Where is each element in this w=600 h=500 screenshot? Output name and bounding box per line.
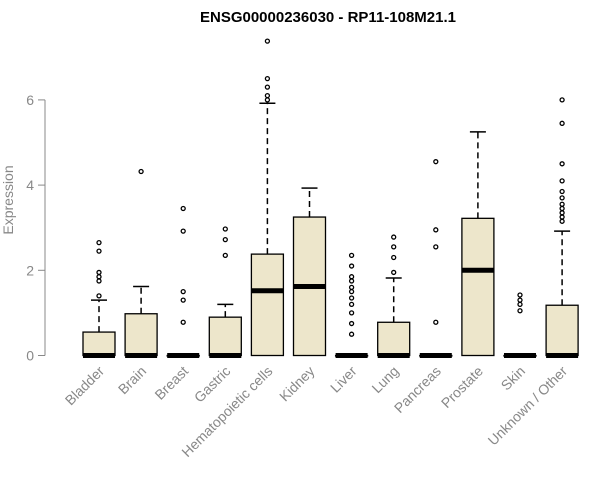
x-category-label: Bladder: [62, 363, 108, 409]
box-group: [208, 226, 242, 358]
outlier-point: [222, 226, 228, 232]
outlier-point: [348, 331, 355, 337]
outlier-point: [559, 97, 565, 103]
box-group: [124, 168, 158, 358]
outlier-point: [559, 205, 565, 212]
outlier-point: [559, 161, 565, 167]
outlier-point: [348, 252, 355, 259]
y-axis-label: Expression: [0, 165, 16, 234]
box-rect: [545, 304, 579, 357]
outlier-point: [264, 97, 271, 103]
box-group: [545, 97, 579, 358]
outlier-point: [264, 84, 271, 90]
outlier-point: [433, 227, 439, 233]
outlier-point: [96, 248, 102, 254]
outlier-point: [180, 205, 186, 212]
outlier-point: [391, 234, 397, 240]
x-category-label: Brain: [115, 363, 149, 397]
box-group: [292, 187, 327, 357]
outlier-point: [391, 244, 397, 250]
outlier-point: [348, 320, 355, 327]
outlier-point: [391, 269, 397, 276]
x-category-label: Prostate: [438, 363, 486, 411]
outlier-point: [348, 278, 355, 284]
outlier-point: [264, 92, 271, 99]
outlier-point: [517, 301, 523, 308]
outlier-point: [222, 252, 228, 259]
outlier-point: [180, 297, 186, 303]
box-group: [82, 239, 116, 358]
outlier-point: [517, 292, 523, 298]
outlier-point: [348, 288, 355, 295]
outlier-point: [559, 201, 565, 207]
x-category-label: Liver: [327, 363, 360, 396]
outlier-point: [96, 278, 102, 284]
outlier-point: [138, 168, 144, 175]
outlier-point: [433, 159, 439, 165]
box-rect: [250, 253, 285, 357]
y-tick-label: 2: [26, 262, 34, 278]
outlier-point: [222, 236, 228, 243]
outlier-point: [348, 274, 355, 280]
y-tick-label: 0: [26, 348, 34, 364]
x-category-label: Kidney: [276, 363, 318, 405]
x-category-label: Pancreas: [391, 363, 444, 416]
outlier-point: [433, 319, 439, 325]
outlier-point: [559, 188, 565, 195]
outlier-point: [96, 274, 102, 280]
box-rect: [461, 217, 495, 357]
box-rect: [82, 331, 116, 357]
outlier-point: [559, 218, 565, 224]
outlier-point: [559, 178, 565, 184]
box-group: [250, 38, 285, 357]
outlier-point: [180, 228, 186, 234]
outlier-point: [348, 295, 355, 301]
x-category-label: Breast: [151, 363, 191, 403]
y-axis: 0 2 4 6: [26, 92, 46, 364]
outlier-point: [96, 239, 102, 246]
outlier-point: [348, 310, 355, 316]
box-rect: [124, 313, 158, 357]
y-tick-label: 4: [26, 177, 34, 193]
outlier-point: [433, 244, 439, 250]
outlier-point: [391, 254, 397, 261]
outlier-point: [559, 195, 565, 201]
box-rect: [208, 316, 242, 357]
box-group: [461, 131, 495, 357]
chart-title: ENSG00000236030 - RP11-108M21.1: [200, 9, 456, 26]
y-tick-label: 6: [26, 92, 34, 108]
box-rect: [377, 321, 411, 357]
boxes-layer: [82, 38, 579, 358]
outlier-point: [348, 301, 355, 308]
box-group: [503, 292, 537, 358]
outlier-point: [517, 297, 523, 303]
x-category-label: Lung: [368, 363, 401, 396]
outlier-point: [96, 269, 102, 276]
outlier-point: [180, 319, 186, 325]
outlier-point: [96, 293, 102, 299]
outlier-point: [180, 288, 186, 295]
outlier-point: [348, 284, 355, 290]
box-group: [166, 205, 200, 358]
outlier-point: [559, 214, 565, 220]
outlier-point: [348, 263, 355, 269]
outlier-point: [264, 38, 271, 44]
box-group: [419, 159, 453, 358]
outlier-point: [517, 308, 523, 314]
outlier-point: [559, 120, 565, 126]
outlier-point: [264, 75, 271, 82]
x-category-label: Unknown / Other: [485, 363, 571, 449]
outlier-point: [559, 210, 565, 216]
box-group: [334, 252, 369, 358]
x-category-label: Skin: [498, 363, 529, 394]
box-group: [377, 234, 411, 358]
